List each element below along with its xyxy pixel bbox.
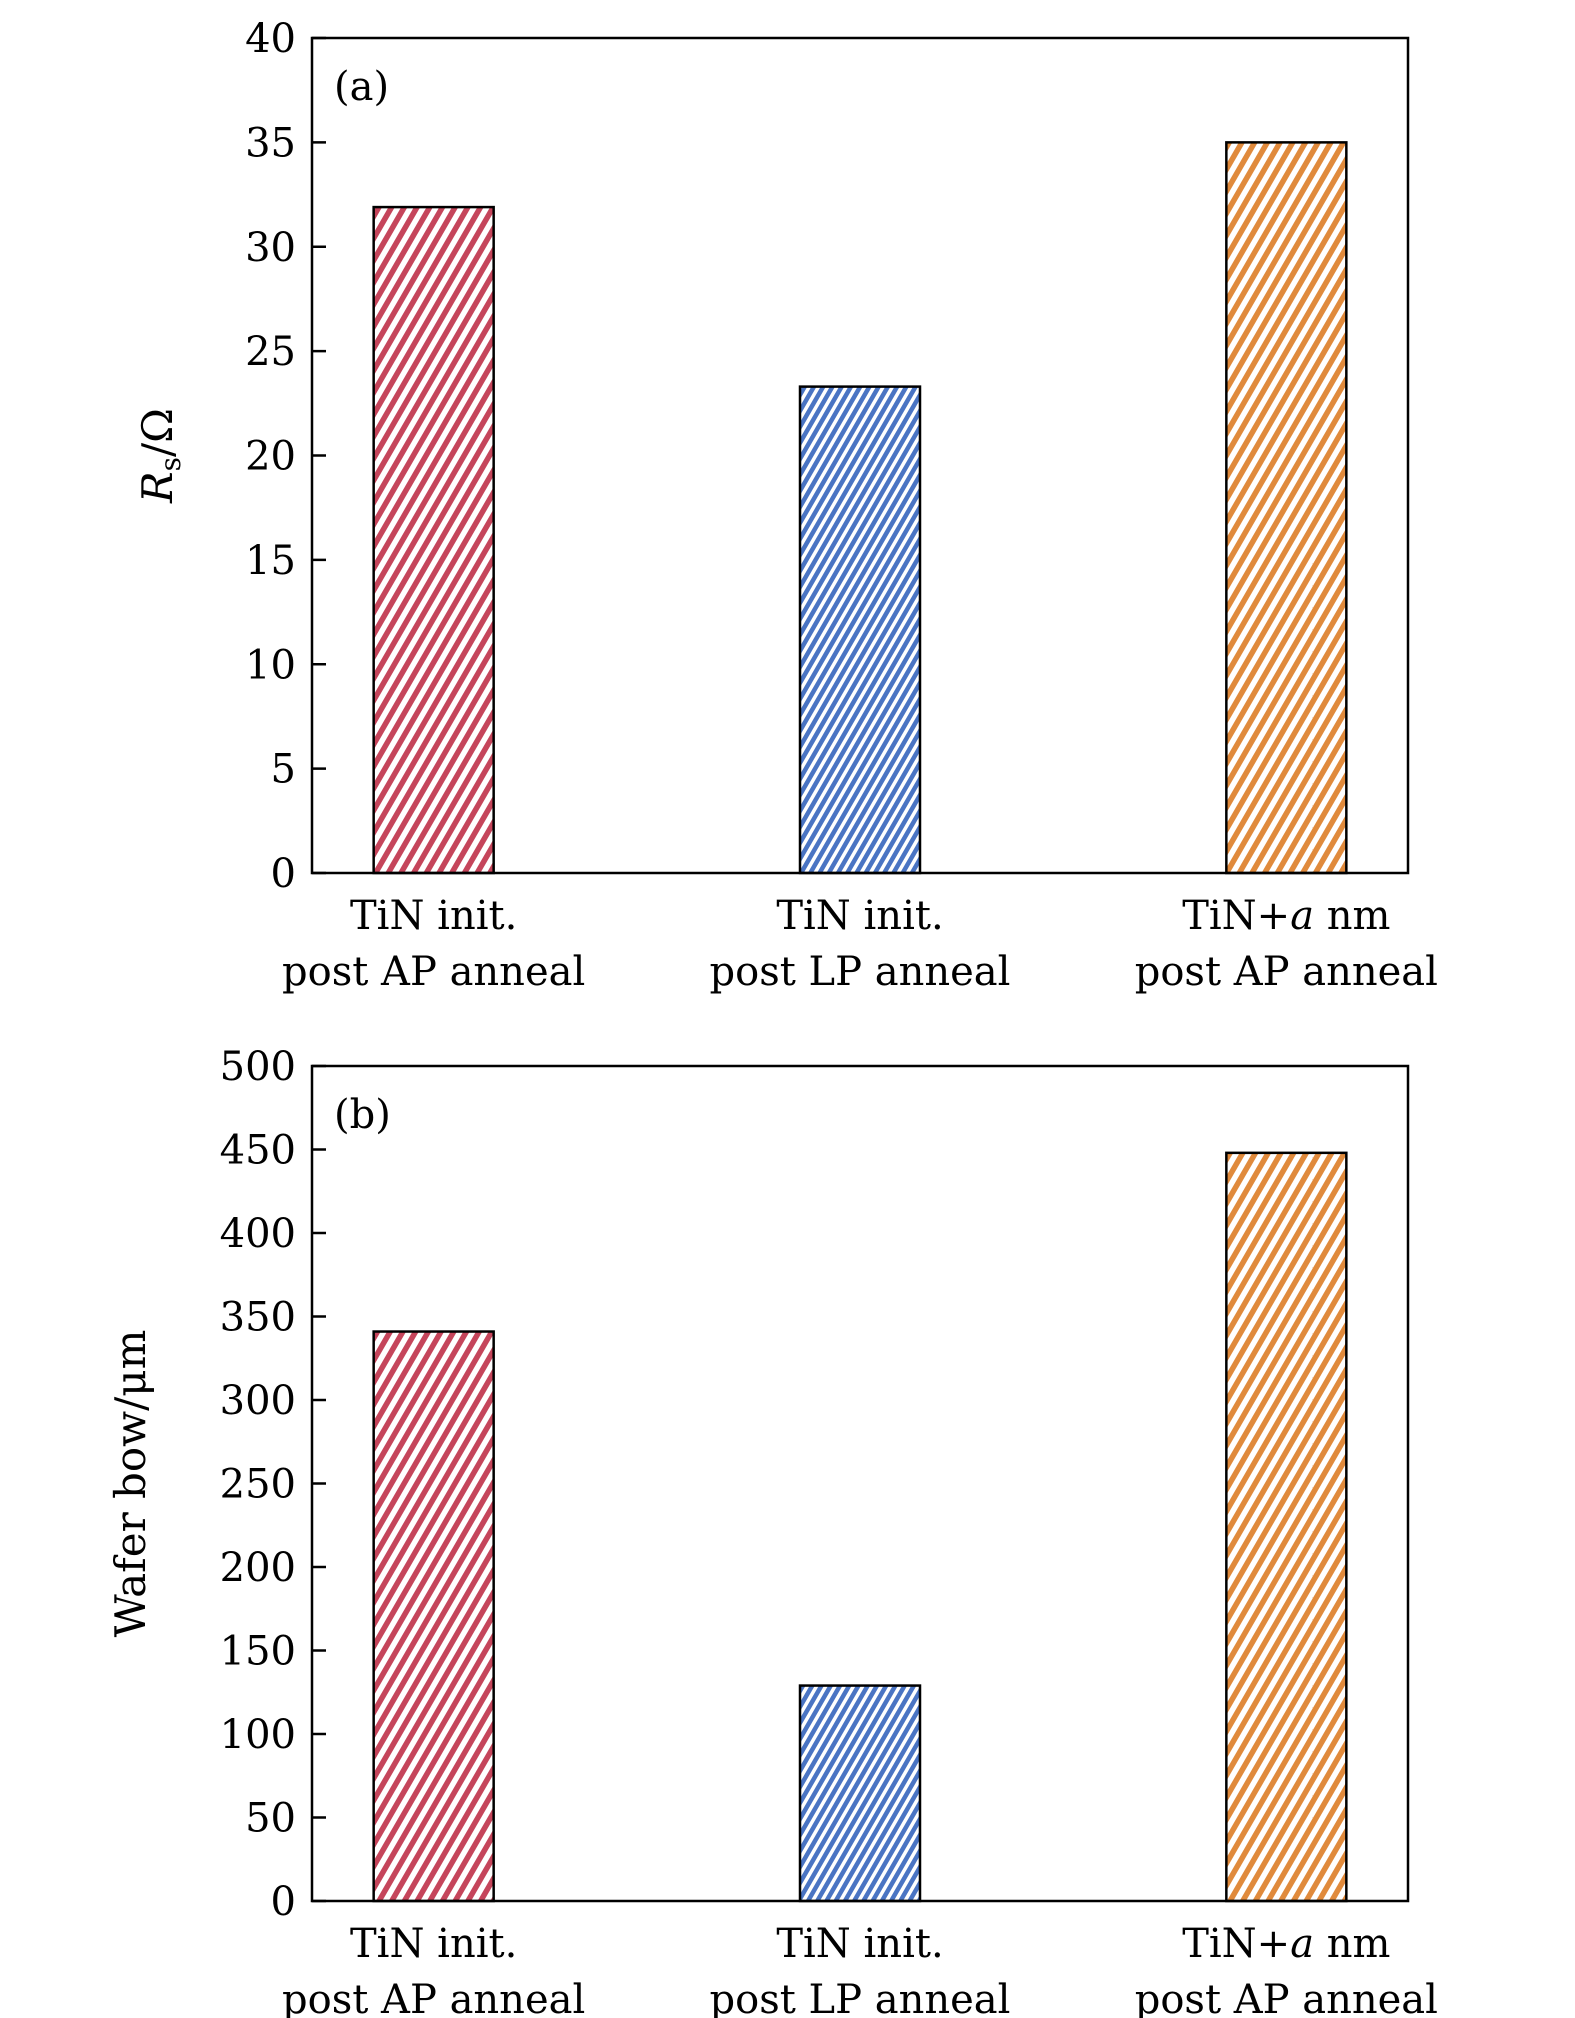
x-category-label-line2: post LP anneal bbox=[710, 949, 1011, 995]
y-tick-label: 0 bbox=[271, 1879, 296, 1925]
y-tick-label: 400 bbox=[220, 1211, 296, 1257]
x-category-label-line2: post AP anneal bbox=[282, 1977, 585, 2018]
y-tick-label: 150 bbox=[220, 1629, 296, 1675]
y-tick-label: 10 bbox=[245, 642, 296, 688]
y-tick-label: 15 bbox=[245, 538, 296, 584]
y-tick-label: 50 bbox=[245, 1796, 296, 1842]
y-tick-label: 200 bbox=[220, 1545, 296, 1591]
panel-label: (a) bbox=[334, 64, 389, 110]
x-category-label-line2: post AP anneal bbox=[282, 949, 585, 995]
y-tick-label: 500 bbox=[220, 1044, 296, 1090]
bar-3 bbox=[1225, 141, 1348, 875]
bar-1 bbox=[372, 1330, 495, 1903]
x-category-label-line1: TiN+a nm bbox=[1182, 893, 1390, 939]
x-category-label-line2: post AP anneal bbox=[1135, 1977, 1438, 2018]
y-tick-label: 300 bbox=[220, 1378, 296, 1424]
panel-a: 0 5 10 15 20 25 30 35 40 TiN init. post AP anneal T… bbox=[133, 16, 1438, 995]
x-category-label-line1: TiN init. bbox=[350, 1921, 517, 1967]
y-tick-label: 25 bbox=[245, 329, 296, 375]
x-category-label-line1: TiN init. bbox=[776, 893, 943, 939]
bar-2 bbox=[798, 385, 922, 875]
x-category-label-line1: TiN init. bbox=[776, 1921, 943, 1967]
panel-label: (b) bbox=[334, 1092, 391, 1138]
y-tick-label: 450 bbox=[220, 1128, 296, 1174]
bar-3 bbox=[1225, 1151, 1348, 1903]
y-tick-label: 0 bbox=[271, 851, 296, 897]
y-tick-label: 20 bbox=[245, 434, 296, 480]
y-tick-label: 100 bbox=[220, 1712, 296, 1758]
x-category-label-line1: TiN init. bbox=[350, 893, 517, 939]
y-tick-label: 5 bbox=[271, 747, 296, 793]
y-tick-label: 350 bbox=[220, 1295, 296, 1341]
bar-1 bbox=[372, 205, 495, 875]
y-tick-label: 250 bbox=[220, 1462, 296, 1508]
y-axis-label: Rs/Ω bbox=[133, 408, 187, 504]
x-category-label-line1: TiN+a nm bbox=[1182, 1921, 1390, 1967]
x-category-label-line2: post LP anneal bbox=[710, 1977, 1011, 2018]
panel-b: 0 50 100 150 200 250 300 350 400 450 500 TiN init. p… bbox=[106, 1044, 1438, 2018]
bar-2 bbox=[798, 1684, 922, 1903]
y-tick-label: 30 bbox=[245, 225, 296, 271]
y-tick-label: 35 bbox=[245, 120, 296, 166]
y-axis-label: Wafer bow/μm bbox=[106, 1330, 155, 1638]
y-tick-label: 40 bbox=[245, 16, 296, 62]
x-category-label-line2: post AP anneal bbox=[1135, 949, 1438, 995]
